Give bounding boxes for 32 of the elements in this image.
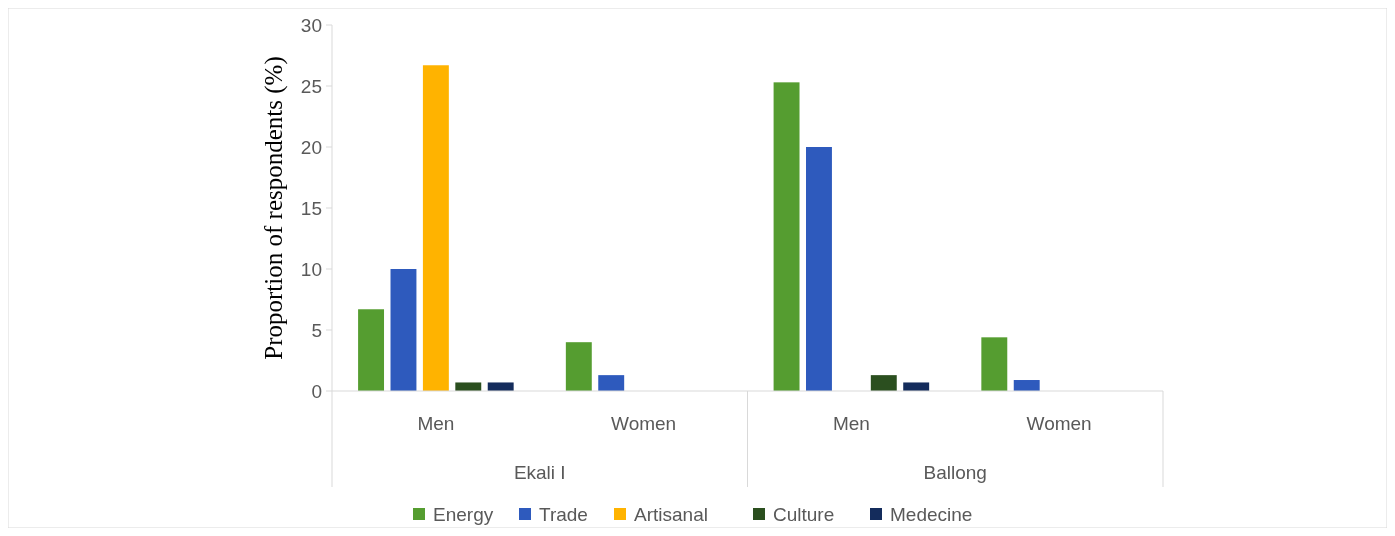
bar [806,147,832,391]
text: Ekali I [513,462,566,483]
y-axis-title: Proportion of respondents (%) [260,56,288,360]
bar [981,337,1008,391]
x-tick-label: Women [611,413,677,434]
legend-label: Artisanal [634,503,708,525]
bar [870,375,897,391]
y-tick-label: 25 [300,75,322,97]
legend-label: Culture [773,503,835,525]
y-tick-label: 5 [311,319,322,341]
bar [1013,380,1040,391]
text: Ballong [923,462,987,483]
y-tick-label: 30 [300,14,322,36]
bar [422,65,449,391]
x-tick-label: Women [1026,413,1092,434]
y-tick-label: 20 [300,136,322,158]
x-tick-label: Men [832,413,870,434]
bar [358,309,385,391]
x-tick-label: Men [417,413,455,434]
y-tick-label: 10 [300,258,322,280]
legend-label: Energy [433,503,494,525]
bar [390,269,417,391]
bar [773,82,800,391]
bar [455,382,482,391]
bar [565,342,592,391]
bar [487,382,514,391]
legend-label: Trade [539,503,588,525]
y-tick-label: 0 [311,380,322,402]
bar [903,382,930,391]
legend-label: Medecine [890,503,973,525]
bar [598,375,625,391]
y-tick-label: 15 [300,197,322,219]
